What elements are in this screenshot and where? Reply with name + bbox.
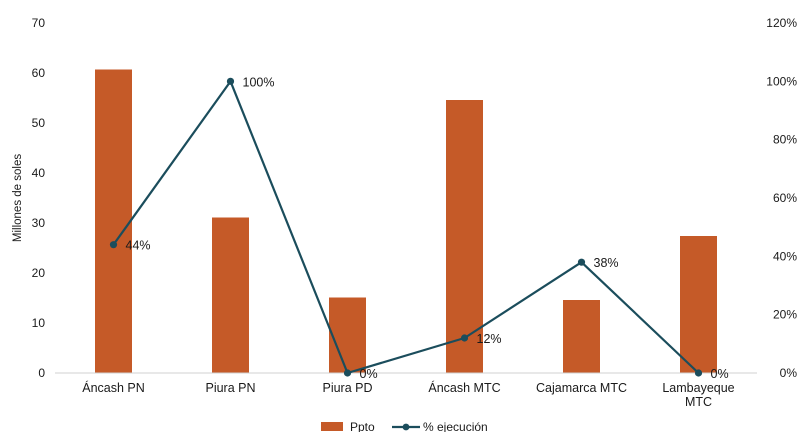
y2-tick-label: 60% (773, 191, 797, 205)
x-tick-label: MTC (685, 395, 712, 409)
y-tick-label: 60 (32, 66, 46, 80)
line-point (109, 241, 118, 249)
line-point (694, 369, 703, 377)
data-label: 0% (711, 367, 729, 381)
y-tick-label: 30 (32, 216, 46, 230)
line-point (577, 258, 586, 266)
y2-tick-label: 40% (773, 249, 797, 263)
x-tick-label: Piura PN (205, 381, 255, 395)
y2-tick-label: 0% (780, 366, 798, 380)
category-labels: Áncash PN Piura PN Piura PD Áncash MTC Cajam… (82, 380, 734, 409)
right-axis-ticks: 0% 20% 40% 60% 80% 100% 120% (766, 16, 797, 380)
bar (446, 100, 483, 373)
left-axis-ticks: 0 10 20 30 40 50 60 70 (32, 16, 46, 380)
line-point (343, 369, 352, 377)
y-tick-label: 0 (38, 366, 45, 380)
x-tick-label: Piura PD (322, 381, 372, 395)
data-labels: 44% 100% 0% 12% 38% 0% (126, 75, 729, 381)
bar (95, 69, 132, 373)
x-tick-label: Cajamarca MTC (536, 381, 627, 395)
x-tick-label: Áncash PN (82, 380, 145, 395)
y-tick-label: 10 (32, 316, 46, 330)
y-tick-label: 70 (32, 16, 46, 30)
line-point (226, 77, 235, 85)
y-tick-label: 40 (32, 166, 46, 180)
legend-label-bar: Ppto (350, 420, 375, 432)
data-label: 100% (243, 75, 275, 89)
data-label: 12% (477, 332, 502, 346)
y2-tick-label: 20% (773, 308, 797, 322)
y2-tick-label: 80% (773, 133, 797, 147)
data-label: 0% (360, 367, 378, 381)
line-series (109, 77, 703, 377)
data-label: 38% (594, 256, 619, 270)
y-tick-label: 50 (32, 116, 46, 130)
y2-tick-label: 120% (766, 16, 797, 30)
legend: Ppto % ejecución (321, 420, 488, 432)
legend-label-line: % ejecución (423, 420, 488, 432)
y2-tick-label: 100% (766, 74, 797, 88)
legend-swatch-marker (402, 423, 410, 431)
bar (329, 297, 366, 373)
data-label: 44% (126, 239, 151, 253)
x-tick-label: Áncash MTC (428, 380, 500, 395)
bar (563, 300, 600, 373)
series-line (112, 80, 700, 375)
bar (212, 217, 249, 373)
bar-series (95, 69, 717, 373)
y-axis-label: Millones de soles (12, 154, 24, 242)
legend-swatch-bar (321, 422, 343, 431)
line-point (460, 334, 469, 342)
x-tick-label: Lambayeque (662, 381, 734, 395)
y-tick-label: 20 (32, 266, 46, 280)
bar (680, 236, 717, 373)
